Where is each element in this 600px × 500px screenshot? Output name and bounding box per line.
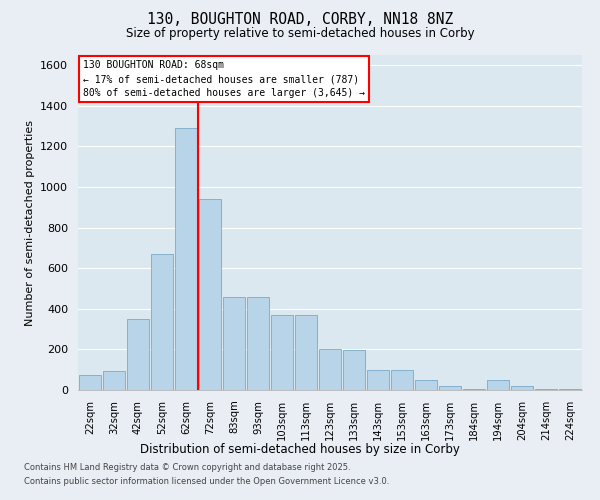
Bar [151, 254, 173, 390]
Text: 130, BOUGHTON ROAD, CORBY, NN18 8NZ: 130, BOUGHTON ROAD, CORBY, NN18 8NZ [147, 12, 453, 28]
Bar [391, 370, 413, 390]
Bar [463, 389, 485, 390]
Text: Distribution of semi-detached houses by size in Corby: Distribution of semi-detached houses by … [140, 442, 460, 456]
Bar [343, 350, 365, 390]
Bar [487, 380, 509, 390]
Bar [415, 380, 437, 390]
Bar [223, 296, 245, 390]
Text: Contains HM Land Registry data © Crown copyright and database right 2025.: Contains HM Land Registry data © Crown c… [24, 464, 350, 472]
Bar [295, 315, 317, 390]
Bar [103, 370, 125, 390]
Bar [535, 389, 557, 390]
Bar [79, 375, 101, 390]
Text: Size of property relative to semi-detached houses in Corby: Size of property relative to semi-detach… [125, 28, 475, 40]
Bar [319, 350, 341, 390]
Bar [247, 296, 269, 390]
Bar [175, 128, 197, 390]
Bar [511, 386, 533, 390]
Bar [439, 386, 461, 390]
Bar [271, 315, 293, 390]
Bar [127, 319, 149, 390]
Y-axis label: Number of semi-detached properties: Number of semi-detached properties [25, 120, 35, 326]
Bar [199, 199, 221, 390]
Text: Contains public sector information licensed under the Open Government Licence v3: Contains public sector information licen… [24, 477, 389, 486]
Bar [367, 370, 389, 390]
Text: 130 BOUGHTON ROAD: 68sqm
← 17% of semi-detached houses are smaller (787)
80% of : 130 BOUGHTON ROAD: 68sqm ← 17% of semi-d… [83, 60, 365, 98]
